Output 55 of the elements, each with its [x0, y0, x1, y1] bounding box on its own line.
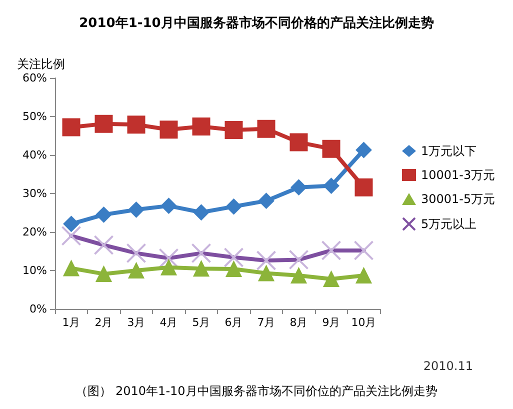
point — [128, 202, 144, 218]
point — [290, 133, 308, 152]
x-tick-label: 4月 — [160, 316, 178, 329]
point — [323, 270, 340, 287]
point — [127, 116, 146, 134]
x-tick-label: 10月 — [351, 316, 376, 329]
legend-label: 30001-5万元 — [421, 192, 496, 206]
x-tick-label: 6月 — [224, 316, 243, 329]
x-tick-label: 3月 — [127, 316, 146, 329]
point — [96, 206, 112, 223]
y-tick-label: 0% — [30, 302, 47, 316]
point — [128, 262, 144, 278]
point — [258, 192, 274, 209]
x-tick-label: 5月 — [192, 316, 210, 329]
legend-label: 5万元以上 — [421, 217, 477, 231]
point — [258, 265, 274, 282]
chart-title: 2010年1-10月中国服务器市场不同价格的产品关注比例走势 — [79, 15, 434, 31]
text: （图） 2010年1-10月中国服务器市场不同价位的产品关注比例走势 — [76, 384, 438, 398]
point — [193, 204, 210, 220]
point — [160, 259, 177, 276]
x-tick-label: 7月 — [257, 316, 276, 329]
point — [160, 120, 178, 139]
y-tick-label: 30% — [22, 187, 47, 200]
y-tick-label: 10% — [22, 264, 47, 277]
point — [226, 260, 242, 277]
point — [192, 118, 210, 136]
point — [290, 268, 307, 284]
y-axis-title: 关注比例 — [17, 57, 65, 71]
point — [96, 266, 112, 282]
point — [354, 178, 373, 196]
point — [63, 260, 80, 276]
point — [226, 198, 242, 215]
point — [193, 260, 210, 277]
point — [63, 216, 80, 232]
point — [160, 198, 177, 214]
point — [322, 140, 340, 158]
point — [94, 114, 113, 133]
y-tick-label: 20% — [22, 226, 47, 238]
y-tick-label: 60% — [22, 72, 47, 84]
x-tick-label: 8月 — [290, 316, 308, 329]
x-tick-label: 2月 — [94, 316, 113, 329]
x-tick-label: 1月 — [62, 316, 80, 329]
point — [356, 142, 372, 158]
point — [62, 118, 80, 136]
text: 2010.11 — [423, 359, 473, 373]
x-tick-label: 9月 — [322, 316, 340, 329]
point — [257, 120, 276, 138]
point — [356, 268, 372, 284]
point — [224, 120, 243, 139]
point — [290, 179, 307, 196]
y-tick-label: 40% — [22, 148, 47, 162]
y-tick-label: 50% — [22, 110, 47, 123]
legend-label: 1万元以下 — [421, 144, 477, 158]
point — [323, 178, 340, 194]
legend-label: 10001-3万元 — [421, 168, 496, 182]
